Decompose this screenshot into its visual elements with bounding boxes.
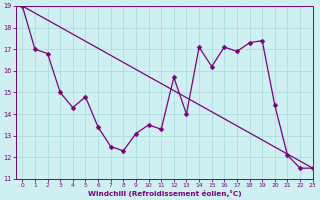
X-axis label: Windchill (Refroidissement éolien,°C): Windchill (Refroidissement éolien,°C)	[88, 190, 241, 197]
